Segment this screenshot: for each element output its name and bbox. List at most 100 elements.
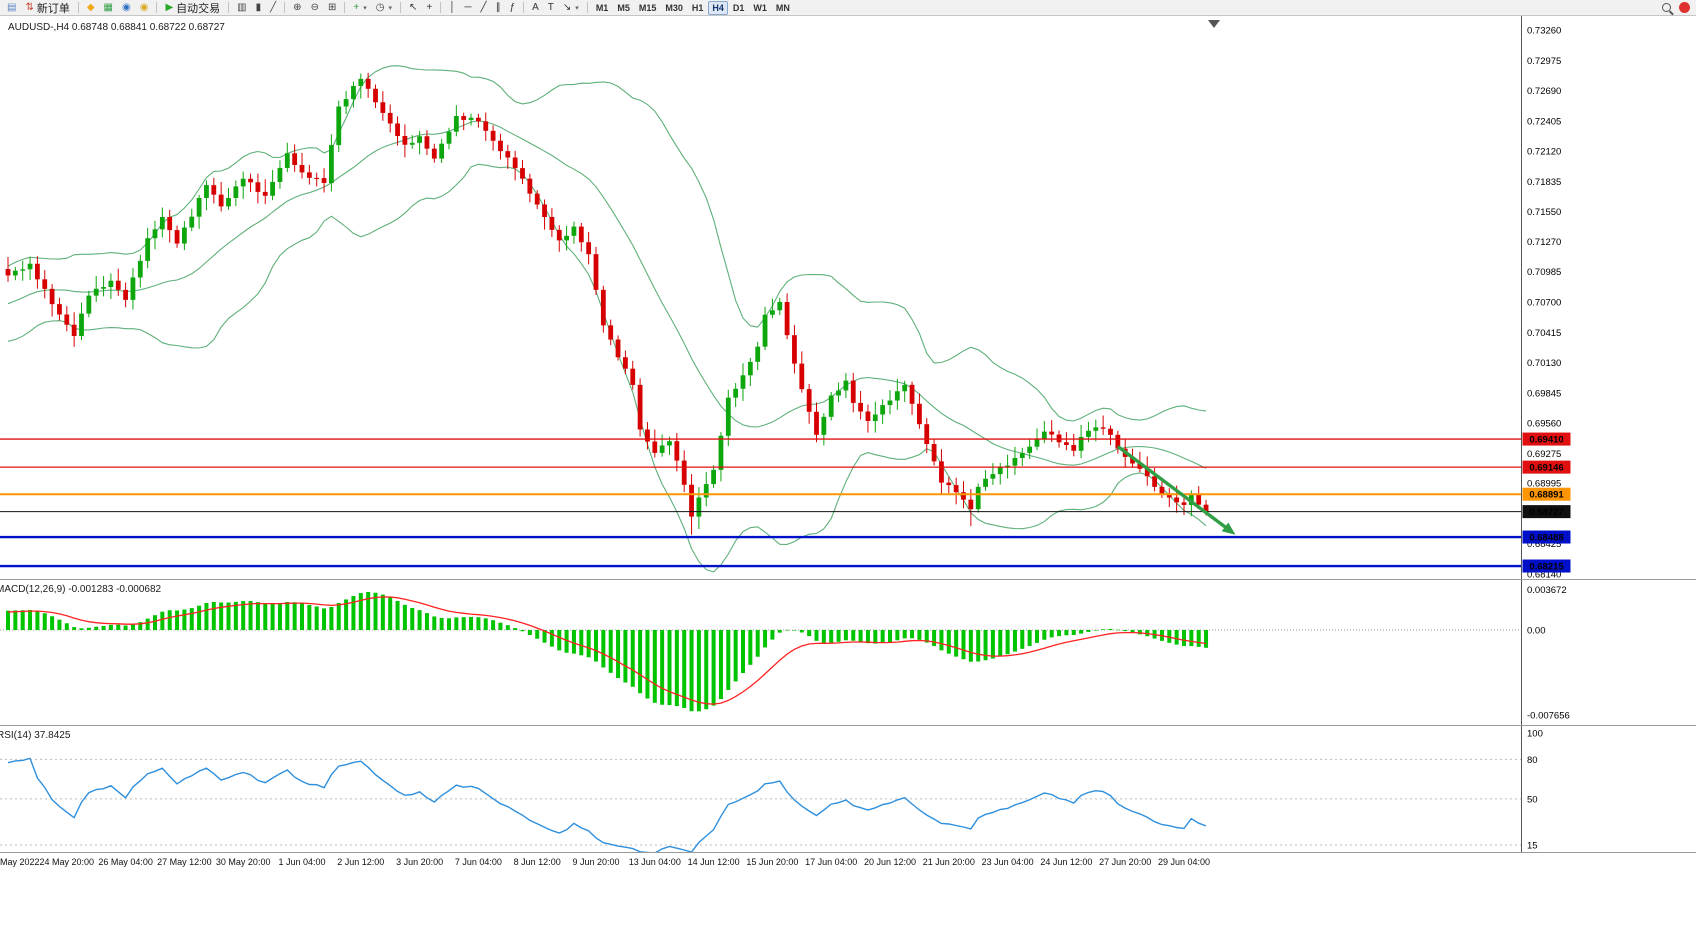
timeframe-m1-button[interactable]: M1 <box>595 2 609 13</box>
time-axis-label: 8 Jun 12:00 <box>513 857 561 867</box>
toolbar-separator <box>156 2 158 13</box>
svg-text:0.68727: 0.68727 <box>1529 507 1563 518</box>
autotrading-button-label: 自动交易 <box>176 2 221 15</box>
new-chart-icon: + <box>353 2 360 13</box>
trendline-button[interactable]: ╱ <box>477 1 491 15</box>
profiles-button[interactable]: ◷ ▾ <box>372 1 396 15</box>
crosshair-button[interactable]: + <box>422 1 436 15</box>
rsi-line <box>7 757 1207 853</box>
time-axis-label: 9 Jun 20:00 <box>572 857 620 867</box>
time-axis-label: 14 Jun 12:00 <box>687 857 740 867</box>
new-order-button[interactable]: ⇅ 新订单 <box>21 1 73 15</box>
toolbar-separator <box>284 2 286 13</box>
time-axis-label: 23 Jun 04:00 <box>981 857 1034 867</box>
svg-text:0.71835: 0.71835 <box>1527 177 1561 188</box>
svg-text:0.70985: 0.70985 <box>1527 267 1561 278</box>
svg-text:0.72975: 0.72975 <box>1527 56 1561 67</box>
new-chart-button[interactable]: + ▾ <box>349 1 370 15</box>
svg-text:0.70130: 0.70130 <box>1527 358 1561 369</box>
coins-icon[interactable]: ◉ <box>136 1 153 15</box>
candles-chart-type-button[interactable]: ▮ <box>252 1 266 15</box>
svg-text:0.68488: 0.68488 <box>1529 533 1563 544</box>
svg-text:80: 80 <box>1527 755 1538 766</box>
time-axis-label: 27 Jun 20:00 <box>1099 857 1152 867</box>
svg-text:15: 15 <box>1527 841 1538 852</box>
macd-histogram <box>6 592 1209 712</box>
caret-down-icon: ▾ <box>363 4 367 12</box>
timeframe-m30-button[interactable]: M30 <box>665 2 683 13</box>
macd-panel-canvas[interactable]: 0.003672 0.00 -0.007656 <box>0 580 1696 726</box>
timeframe-m5-button[interactable]: M5 <box>617 2 630 13</box>
timeframe-d1-button[interactable]: D1 <box>732 2 745 13</box>
channel-button[interactable]: ∥ <box>492 1 505 15</box>
yellow-diamond-icon[interactable]: ◆ <box>83 1 99 15</box>
timeframe-w1-button[interactable]: W1 <box>753 2 767 13</box>
svg-text:0.68425: 0.68425 <box>1527 539 1561 550</box>
chart-window-icon-icon: ▤ <box>7 2 17 13</box>
zoom-in-button[interactable]: ⊕ <box>289 1 305 15</box>
text-button[interactable]: A <box>528 1 543 15</box>
svg-text:0.73260: 0.73260 <box>1527 26 1561 37</box>
zoom-in-icon: ⊕ <box>293 2 302 13</box>
horizontal-line-button[interactable]: ─ <box>460 1 475 15</box>
time-axis[interactable]: May 2022 24 May 20:00 26 May 04:00 27 May 1… <box>0 853 1696 869</box>
toolbar-separator <box>77 2 79 13</box>
blue-target-icon[interactable]: ◉ <box>118 1 135 15</box>
tile-windows-button[interactable]: ⊞ <box>324 1 340 15</box>
toolbar-separator <box>586 2 588 13</box>
vertical-line-button[interactable]: │ <box>445 1 459 15</box>
timeframe-m15-button[interactable]: M15 <box>638 2 657 13</box>
green-grid-icon[interactable]: ▦ <box>100 1 117 15</box>
horizontal-lines[interactable] <box>0 438 1522 568</box>
tile-windows-icon: ⊞ <box>327 2 337 13</box>
price-chart-canvas[interactable]: 0.73260 0.72975 0.72690 0.72405 0.72120 0.718… <box>0 16 1696 580</box>
time-axis-label: 17 Jun 04:00 <box>805 857 858 867</box>
blue-target-icon-icon: ◉ <box>122 2 131 13</box>
timeframe-h1-button[interactable]: H1 <box>691 2 704 13</box>
trendline-icon: ╱ <box>480 2 487 13</box>
cursor-button[interactable]: ↖ <box>405 1 421 15</box>
svg-text:0.00: 0.00 <box>1527 626 1546 637</box>
toolbar: ▤ ⇅ 新订单 ◆ ▦ ◉ ◉ ▶ 自动交易 ▥ ▮ ╱ ⊕ ⊖ ⊞ + ▾ ◷ ▾ ↖ + │ ─ ╱ ∥ ƒ A T ↘ ▾ M1 M5 M… <box>0 0 1696 16</box>
price-axis[interactable]: 0.73260 0.72975 0.72690 0.72405 0.72120 0.718… <box>1521 16 1571 580</box>
svg-text:0.69146: 0.69146 <box>1529 463 1563 474</box>
crosshair-icon: + <box>426 2 433 13</box>
fibonacci-button[interactable]: ƒ <box>506 1 520 15</box>
rsi-axis[interactable]: 100 80 50 15 <box>1521 726 1543 853</box>
rsi-panel-canvas[interactable]: 100 80 50 15 <box>0 726 1696 853</box>
time-axis-label: 2 Jun 12:00 <box>337 857 385 867</box>
zoom-out-button[interactable]: ⊖ <box>307 1 323 15</box>
candles-chart-type-icon: ▮ <box>255 2 262 13</box>
bollinger-bands <box>7 65 1207 573</box>
trend-arrow-annotation[interactable] <box>1116 445 1236 535</box>
autotrading-button[interactable]: ▶ 自动交易 <box>161 1 224 15</box>
candles <box>5 72 1209 535</box>
yellow-diamond-icon-icon: ◆ <box>86 2 95 13</box>
time-axis-label: 21 Jun 20:00 <box>922 857 975 867</box>
svg-text:0.71550: 0.71550 <box>1527 207 1561 218</box>
label-button[interactable]: T <box>544 1 558 15</box>
svg-text:0.69560: 0.69560 <box>1527 419 1561 430</box>
autotrading-icon: ▶ <box>165 2 174 13</box>
coins-icon-icon: ◉ <box>139 2 149 13</box>
timeframe-h4-button[interactable]: H4 <box>708 0 728 15</box>
time-axis-label: 15 Jun 20:00 <box>746 857 799 867</box>
chart-window-icon[interactable]: ▤ <box>3 1 20 15</box>
line-chart-type-button[interactable]: ╱ <box>266 1 280 15</box>
search-icon[interactable] <box>1662 3 1671 12</box>
chart-shift-marker[interactable] <box>1208 20 1220 28</box>
svg-text:0.70415: 0.70415 <box>1527 328 1561 339</box>
time-axis-label: 29 Jun 04:00 <box>1157 857 1211 867</box>
macd-axis[interactable]: 0.003672 0.00 -0.007656 <box>1521 580 1570 726</box>
arrows-button[interactable]: ↘ ▾ <box>559 1 583 15</box>
macd-indicator-label: MACD(12,26,9) -0.001283 -0.000682 <box>0 584 162 595</box>
cursor-icon: ↖ <box>408 2 418 13</box>
notification-badge[interactable] <box>1679 2 1690 13</box>
svg-text:0.68215: 0.68215 <box>1529 562 1564 573</box>
timeframe-mn-button[interactable]: MN <box>775 2 790 13</box>
svg-text:0.003672: 0.003672 <box>1527 585 1567 596</box>
time-axis-label: May 2022 <box>0 857 40 867</box>
svg-text:0.72120: 0.72120 <box>1527 147 1561 158</box>
bars-chart-type-button[interactable]: ▥ <box>233 1 250 15</box>
toolbar-separator <box>440 2 442 13</box>
